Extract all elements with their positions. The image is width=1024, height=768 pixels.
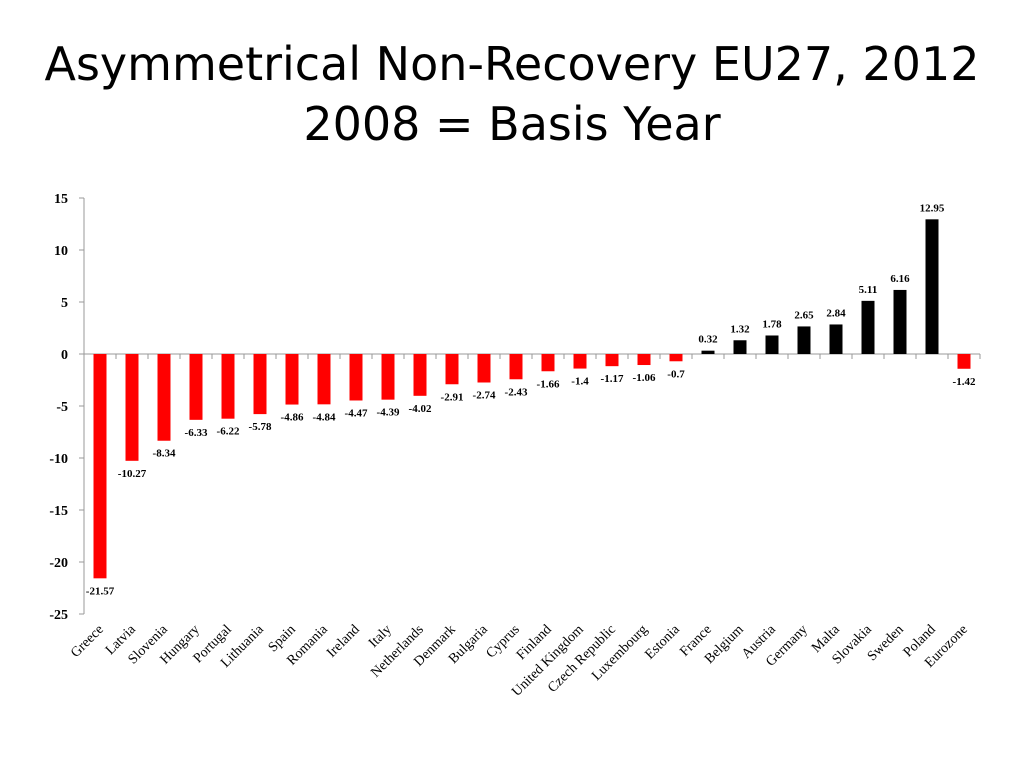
- y-tick-label: -20: [49, 556, 68, 571]
- bar: [189, 354, 203, 420]
- bar: [317, 354, 331, 405]
- title-line-2: 2008 = Basis Year: [303, 97, 721, 151]
- bar: [445, 354, 459, 385]
- data-label: -0.7: [667, 368, 685, 380]
- bar: [573, 354, 587, 369]
- bar: [157, 354, 171, 441]
- data-label: 5.11: [859, 284, 878, 296]
- bar: [893, 289, 907, 354]
- bar: [253, 354, 267, 415]
- y-tick-label: 0: [61, 348, 68, 363]
- bar: [221, 354, 235, 419]
- bar: [669, 354, 683, 362]
- data-label: 1.78: [762, 318, 782, 330]
- data-label: -6.22: [217, 426, 240, 438]
- data-label: -4.02: [409, 403, 432, 415]
- y-tick-label: 10: [54, 244, 68, 259]
- category-label: Ireland: [324, 622, 363, 661]
- bar: [797, 326, 811, 354]
- category-label: Sweden: [865, 622, 907, 664]
- data-label: -2.91: [441, 391, 464, 403]
- bar: [381, 354, 395, 400]
- bar: [349, 354, 363, 401]
- bar: [285, 354, 299, 405]
- bar: [957, 354, 971, 369]
- data-label: -4.47: [345, 407, 368, 419]
- bar: [509, 354, 523, 380]
- bar: [765, 335, 779, 354]
- data-label: 1.32: [730, 323, 750, 335]
- y-tick-label: -10: [49, 452, 68, 467]
- data-label: -1.06: [633, 372, 656, 384]
- bar: [93, 354, 107, 579]
- bar: [413, 354, 427, 396]
- bar: [829, 324, 843, 354]
- y-tick-label: -25: [49, 608, 68, 623]
- data-label: 2.84: [826, 307, 846, 319]
- bar: [925, 219, 939, 354]
- data-label: -2.43: [505, 386, 528, 398]
- data-label: -2.74: [473, 389, 496, 401]
- data-label: -4.84: [313, 411, 336, 423]
- bar: [733, 340, 747, 354]
- data-label: 12.95: [920, 202, 945, 214]
- y-tick-label: 5: [61, 296, 68, 311]
- bar: [637, 354, 651, 366]
- category-label: Estonia: [643, 622, 684, 663]
- bar: [605, 354, 619, 367]
- data-label: -4.39: [377, 407, 400, 419]
- category-label: Greece: [68, 622, 107, 661]
- bar: [541, 354, 555, 372]
- data-label: 0.32: [698, 334, 718, 346]
- data-label: -5.78: [249, 421, 272, 433]
- y-tick-label: -5: [56, 400, 68, 415]
- data-label: -8.34: [153, 448, 176, 460]
- bar: [701, 350, 715, 354]
- data-label: -10.27: [118, 468, 147, 480]
- data-label: -1.42: [953, 376, 976, 388]
- data-label: -6.33: [185, 427, 208, 439]
- data-label: 6.16: [890, 273, 910, 285]
- y-tick-label: -15: [49, 504, 68, 519]
- title-line-1: Asymmetrical Non-Recovery EU27, 2012: [44, 37, 980, 91]
- bar: [861, 300, 875, 354]
- data-label: 2.65: [794, 309, 814, 321]
- slide-title: Asymmetrical Non-Recovery EU27, 2012 200…: [0, 34, 1024, 154]
- y-tick-label: 15: [54, 192, 68, 207]
- data-label: -1.66: [537, 378, 560, 390]
- bar: [477, 354, 491, 383]
- data-label: -21.57: [86, 585, 115, 597]
- bar: [125, 354, 139, 461]
- data-label: -4.86: [281, 412, 304, 424]
- data-label: -1.4: [571, 376, 589, 388]
- data-label: -1.17: [601, 373, 624, 385]
